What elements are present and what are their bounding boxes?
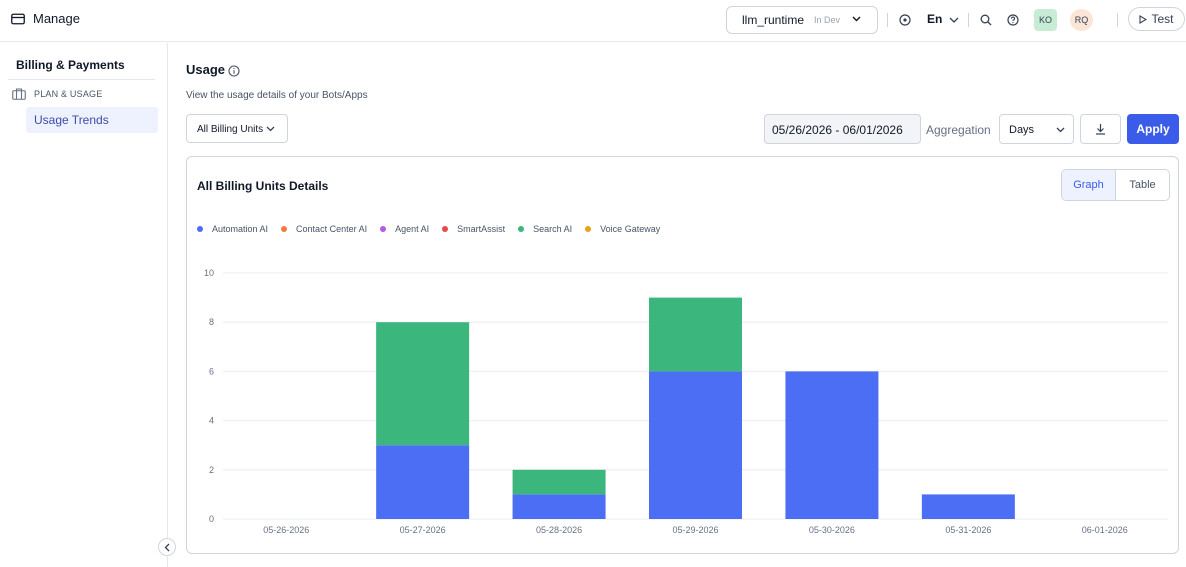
sidebar-group-label: PLAN & USAGE (34, 89, 103, 99)
y-tick-label: 4 (209, 416, 214, 426)
y-tick-label: 0 (209, 514, 214, 524)
sidebar-item-usage-trends[interactable]: Usage Trends (26, 107, 158, 133)
chevron-left-icon (164, 543, 170, 551)
play-icon (1139, 14, 1148, 24)
bar-segment (512, 469, 606, 495)
sidebar: Billing & Payments PLAN & USAGE Usage Tr… (0, 43, 176, 567)
x-tick-label: 05-28-2026 (536, 525, 582, 535)
sidebar-heading: Billing & Payments (16, 58, 125, 72)
legend-swatch (380, 226, 387, 232)
legend-swatch (585, 226, 592, 232)
legend-label: Agent AI (395, 224, 430, 234)
page-title: Manage (33, 11, 80, 26)
legend-label: SmartAssist (457, 224, 506, 234)
x-tick-label: 05-26-2026 (263, 525, 309, 535)
card-icon (11, 13, 25, 24)
usage-bar-chart: 0 2 4 6 8 10 05-26-2026 05-27-2026 05-28-2026 05-… (204, 268, 1168, 535)
download-button[interactable] (1080, 114, 1121, 144)
divider (1117, 13, 1118, 27)
legend-swatch (518, 226, 525, 232)
card-title: All Billing Units Details (197, 179, 329, 193)
y-tick-label: 10 (204, 268, 214, 278)
bar-segment (921, 494, 1015, 519)
chevron-down-icon (852, 16, 861, 22)
chevron-down-icon (266, 126, 275, 132)
tab-table[interactable]: Table (1129, 179, 1156, 191)
legend-label: Contact Center AI (296, 224, 368, 234)
bar-segment (376, 445, 470, 519)
section-subtitle: View the usage details of your Bots/Apps (186, 90, 368, 101)
download-icon (1096, 124, 1105, 135)
legend-item[interactable]: SmartAssist (442, 224, 505, 234)
aggregation-label: Aggregation (926, 123, 991, 137)
x-tick-label: 05-27-2026 (400, 525, 446, 535)
x-tick-label: 05-30-2026 (809, 525, 855, 535)
y-tick-label: 6 (209, 366, 214, 376)
legend-swatch (197, 226, 203, 232)
legend-swatch (281, 226, 288, 232)
info-icon[interactable] (228, 65, 240, 77)
app-name: llm_runtime (742, 13, 805, 27)
bar-segment (512, 494, 606, 519)
legend-label: Search AI (533, 224, 573, 234)
divider (968, 13, 969, 27)
x-tick-label: 05-29-2026 (672, 525, 718, 535)
bar-segment (649, 371, 742, 519)
chevron-down-icon (1056, 127, 1065, 133)
divider (887, 13, 888, 27)
aggregation-select[interactable]: Days (999, 114, 1074, 144)
aggregation-value: Days (1009, 124, 1035, 136)
briefcase-icon (12, 88, 26, 100)
divider (8, 79, 155, 80)
x-tick-label: 06-01-2026 (1082, 525, 1128, 535)
bar-segment (785, 371, 879, 519)
avatar[interactable]: RQ (1070, 9, 1093, 31)
search-icon[interactable] (980, 14, 992, 26)
app-environment-select[interactable]: llm_runtime In Dev (726, 6, 878, 34)
apply-button[interactable]: Apply (1127, 114, 1179, 144)
tab-graph[interactable]: Graph (1062, 170, 1116, 200)
chart-legend: Automation AI Contact Center AI Agent AI Sm… (197, 224, 673, 234)
legend-item[interactable]: Contact Center AI (281, 224, 367, 234)
y-tick-label: 2 (209, 465, 214, 475)
legend-item[interactable]: Agent AI (380, 224, 429, 234)
billing-units-value: All Billing Units (197, 124, 264, 135)
language-select[interactable]: En (927, 12, 943, 26)
avatar[interactable]: KO (1034, 9, 1057, 31)
x-tick-label: 05-31-2026 (945, 525, 991, 535)
chevron-down-icon[interactable] (949, 17, 959, 23)
manage-header[interactable]: Manage (11, 11, 80, 26)
add-circle-icon[interactable] (899, 14, 911, 26)
legend-item[interactable]: Voice Gateway (585, 224, 660, 234)
bar-segment (376, 322, 470, 446)
top-bar: Manage llm_runtime In Dev En KO RQ Test (0, 0, 1186, 42)
legend-swatch (442, 226, 449, 232)
legend-item[interactable]: Automation AI (197, 224, 268, 234)
help-icon[interactable] (1007, 14, 1019, 26)
sidebar-group-plan-usage[interactable]: PLAN & USAGE (12, 88, 102, 100)
legend-label: Voice Gateway (600, 224, 661, 234)
test-label: Test (1151, 12, 1174, 26)
bar-segment (649, 297, 742, 372)
env-tag: In Dev (814, 15, 841, 25)
main-content: Usage View the usage details of your Bot… (168, 43, 1186, 567)
section-title: Usage (186, 62, 226, 77)
usage-details-card: All Billing Units Details Graph Table Au… (186, 156, 1179, 554)
collapse-sidebar-button[interactable] (158, 538, 176, 556)
date-range-input[interactable]: 05/26/2026 - 06/01/2026 (764, 114, 921, 144)
billing-units-select[interactable]: All Billing Units (186, 114, 288, 143)
legend-label: Automation AI (212, 224, 269, 234)
test-button[interactable]: Test (1128, 7, 1185, 31)
view-toggle: Graph Table (1061, 169, 1170, 201)
legend-item[interactable]: Search AI (518, 224, 572, 234)
y-tick-label: 8 (209, 317, 214, 327)
